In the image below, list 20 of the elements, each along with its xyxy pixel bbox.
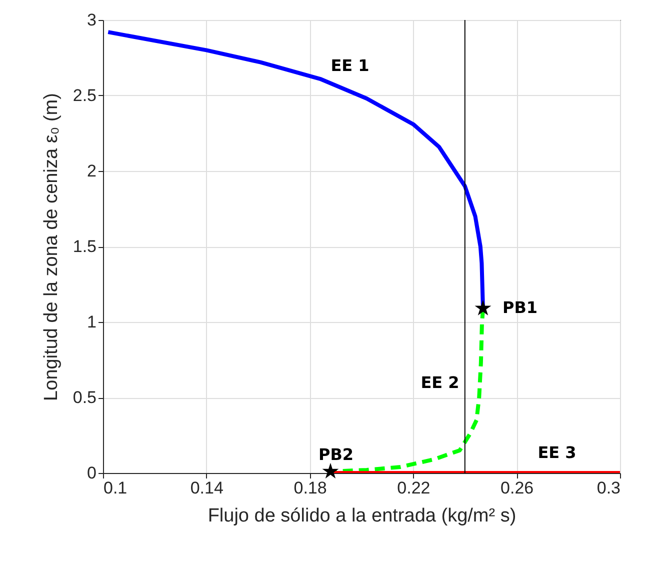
y-tick-label: 1 [87, 312, 96, 332]
annotation: PB1 [502, 298, 538, 317]
annotation: EE 3 [538, 443, 576, 462]
annotation: EE 1 [330, 56, 370, 75]
y-axis-title: Longitud de la zona de ceniza ε₀ (m) [40, 93, 62, 401]
y-tick-label: 0 [87, 464, 96, 482]
annotation: PB2 [318, 445, 354, 464]
x-tick-label: 0.26 [500, 478, 534, 498]
x-tick-label: 0.22 [397, 478, 430, 498]
x-tick-label: 0.3 [596, 478, 620, 498]
x-tick-label: 0.14 [190, 478, 224, 498]
annotation: EE 2 [420, 373, 460, 392]
x-tick-label: 0.18 [294, 478, 327, 498]
y-tick-label: 3 [87, 10, 96, 30]
y-tick-label: 1.5 [72, 237, 96, 256]
x-tick-label: 0.1 [104, 478, 128, 498]
y-tick-label: 2.5 [72, 86, 96, 105]
y-tick-label: 0.5 [72, 388, 96, 407]
y-tick-label: 2 [87, 162, 96, 180]
x-axis-title: Flujo de sólido a la entrada (kg/m² s) [208, 506, 516, 526]
